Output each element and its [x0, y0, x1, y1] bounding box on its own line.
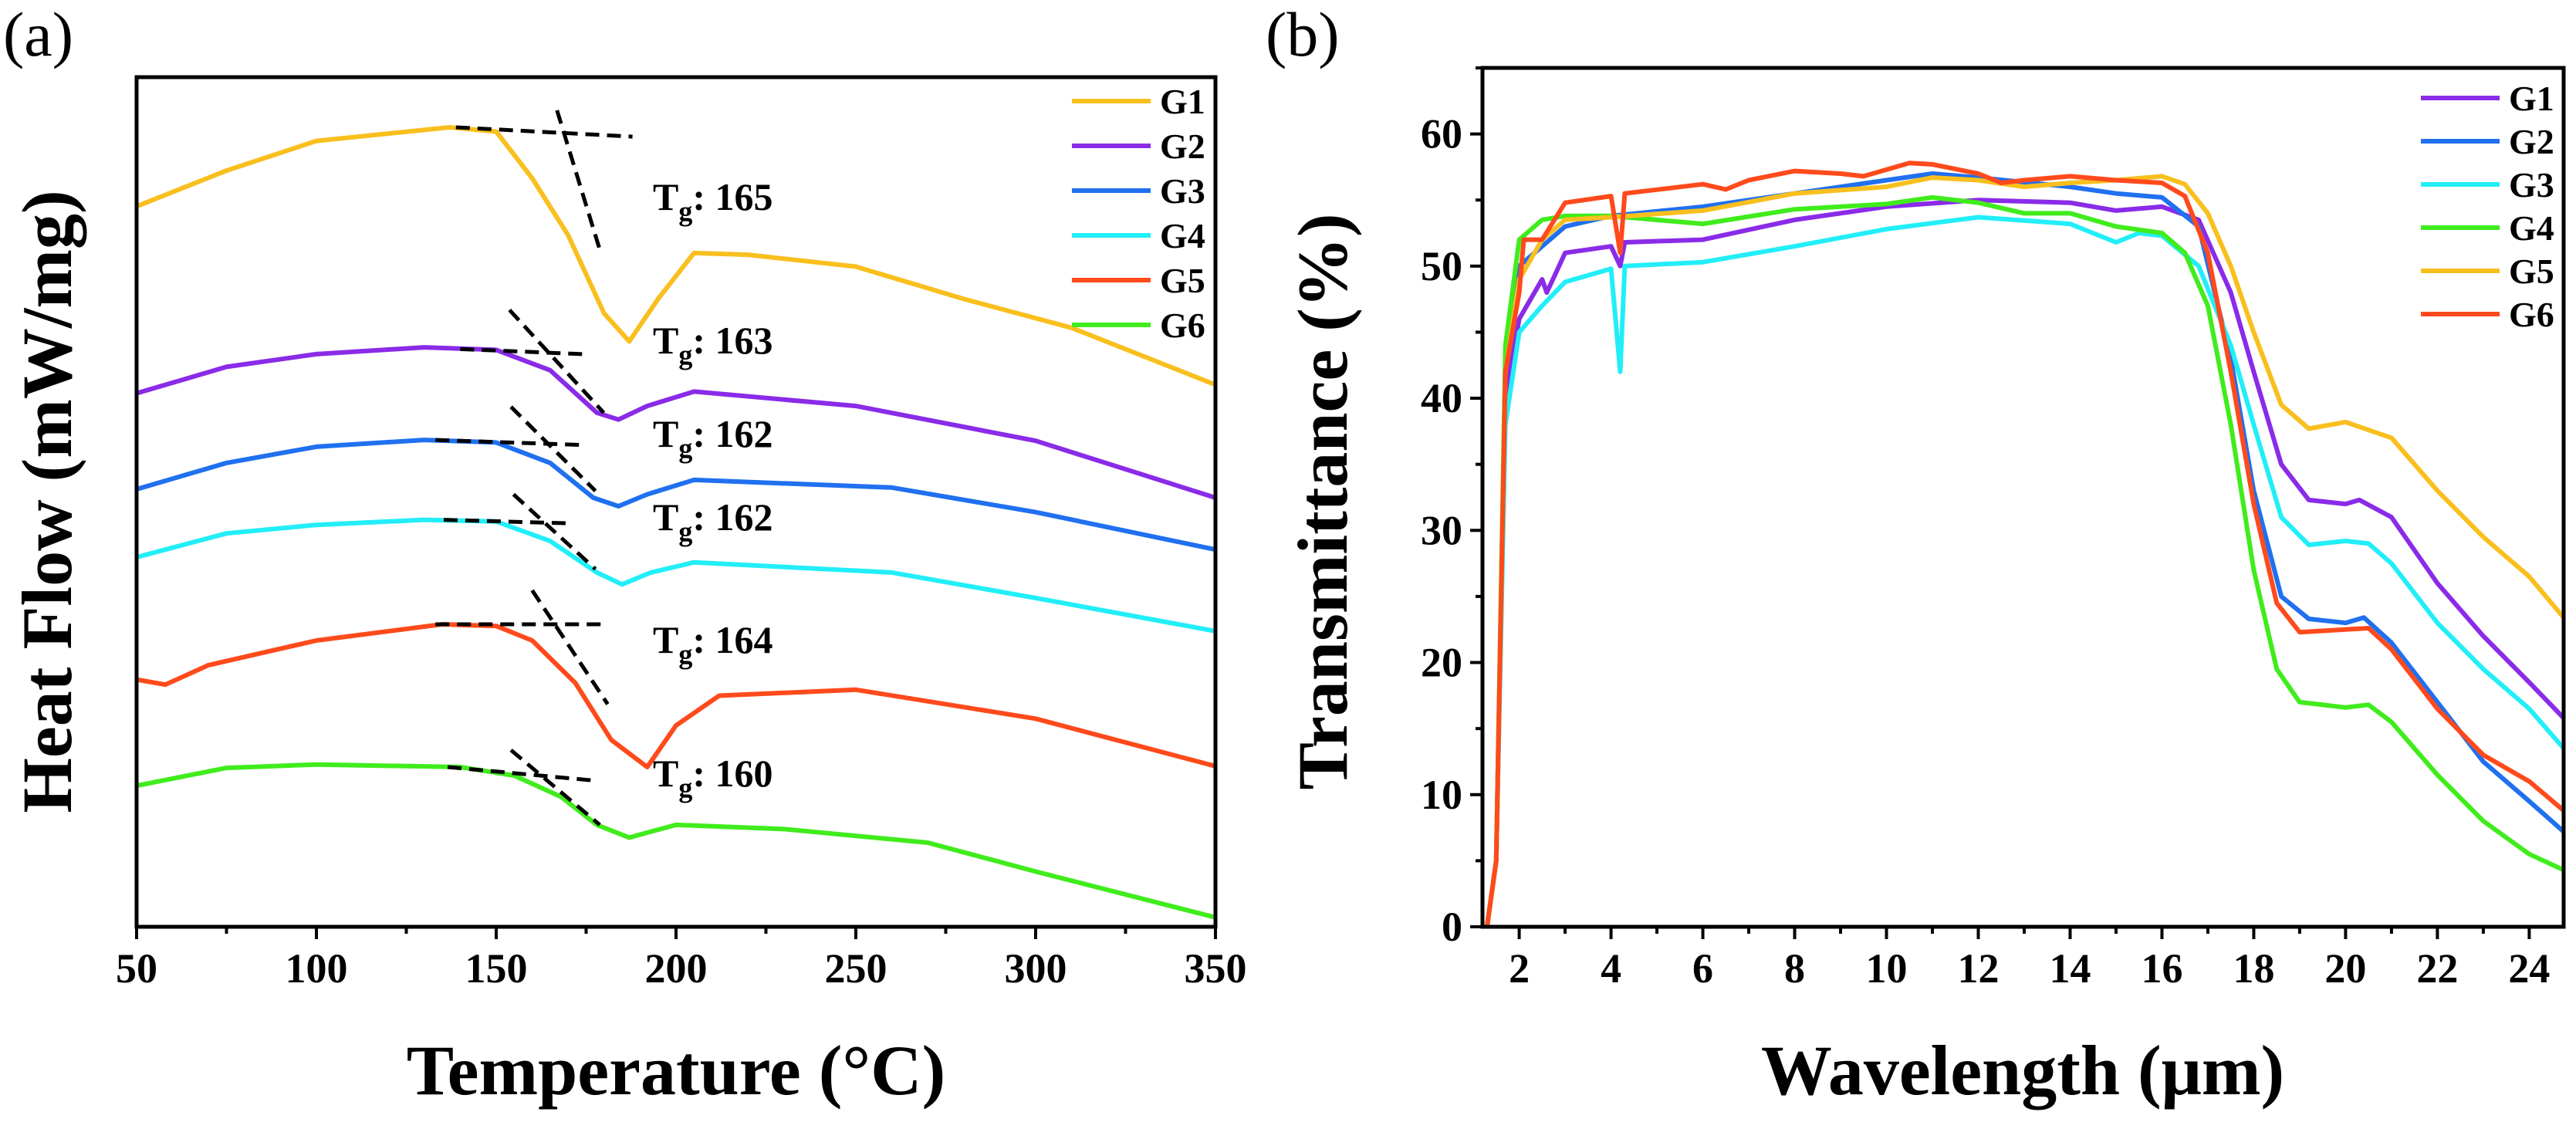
- panel-a-tg-label-g6: Tg: 160: [653, 752, 773, 803]
- panel-a-legend-label-g3: G3: [1160, 171, 1205, 211]
- panel-b-x-tick-label: 10: [1866, 945, 1908, 992]
- panel-b-plot: 2 4 6 8 10 12 14 16 18 20 22 240102030405060G1G2G3G…: [1421, 66, 2566, 992]
- panel-a-tangent-slope-g6: [509, 749, 601, 826]
- panel-a-tangent-baseline-g1: [455, 125, 633, 139]
- panel-b-x-tick-label: 20: [2324, 945, 2366, 992]
- panel-b-y-tick-label: 60: [1421, 111, 1462, 157]
- tg-symbol: T: [653, 495, 678, 539]
- panel-b-x-tick-label: 12: [1957, 945, 1999, 992]
- panel-a-tangent-baseline-g6: [447, 765, 596, 783]
- panel-b-label: (b): [1266, 0, 1340, 69]
- panel-b-x-tick-label: 6: [1692, 945, 1713, 992]
- panel-a-x-tick-label: 200: [645, 945, 708, 992]
- panel-a-x-tick-label: 50: [116, 945, 157, 992]
- tg-subscript: g: [678, 516, 692, 547]
- panel-a-tg-label-g5: Tg: 164: [653, 618, 773, 670]
- tg-value: : 164: [692, 618, 772, 661]
- tg-subscript: g: [678, 639, 692, 670]
- panel-a-legend-label-g2: G2: [1160, 127, 1205, 166]
- panel-b-series-g4-line: [1484, 194, 2564, 927]
- panel-a-tangent-slope-g2: [508, 308, 606, 414]
- tg-value: : 165: [692, 175, 772, 218]
- panel-a-series-g2-line: [137, 345, 1215, 500]
- panel-a-tg-label-g2: Tg: 163: [653, 319, 773, 370]
- panel-a-tg-label-g4: Tg: 162: [653, 495, 773, 547]
- panel-b-x-tick-label: 24: [2508, 945, 2550, 992]
- panel-a-x-tick-label: 250: [825, 945, 887, 992]
- panel-b-series-g2-line: [1484, 171, 2564, 927]
- panel-b-x-axis-title: Wavelength (μm): [1761, 1031, 2284, 1110]
- tg-symbol: T: [653, 175, 678, 218]
- panel-b-x-tick-label: 4: [1601, 945, 1621, 992]
- panel-b-x-tick-label: 18: [2233, 945, 2274, 992]
- panel-b-x-tick-label: 2: [1509, 945, 1530, 992]
- panel-b-x-tick-label: 22: [2416, 945, 2458, 992]
- panel-b-series-g6-line: [1484, 161, 2564, 927]
- panel-a-series-g3-line: [137, 438, 1215, 553]
- panel-b-x-tick-label: 8: [1784, 945, 1805, 992]
- panel-a-x-tick-label: 350: [1185, 945, 1247, 992]
- panel-b-series-g5-line: [1484, 174, 2564, 927]
- panel-a-tg-label-g3: Tg: 162: [653, 412, 773, 464]
- panel-a-series-g1-line: [137, 125, 1215, 387]
- tg-subscript: g: [678, 772, 692, 803]
- panel-a-label: (a): [3, 0, 73, 69]
- panel-a-y-axis-title: Heat Flow (mW/mg): [8, 190, 86, 813]
- panel-b-y-tick-label: 10: [1421, 772, 1462, 818]
- tg-value: : 162: [692, 495, 772, 539]
- panel-a-legend-label-g1: G1: [1160, 82, 1205, 121]
- tg-value: : 160: [692, 752, 772, 795]
- panel-b-y-tick-label: 30: [1421, 507, 1462, 553]
- panel-a-x-tick-label: 150: [465, 945, 528, 992]
- panel-a-x-axis-title: Temperature (°C): [407, 1031, 946, 1110]
- panel-b-axes-frame: [1480, 66, 2566, 929]
- panel-a-series-group: [137, 125, 1215, 920]
- panel-b-legend-label-g3: G3: [2509, 165, 2554, 204]
- panel-b-x-tick-label: 16: [2141, 945, 2182, 992]
- panel-a-tangent-baseline-g3: [435, 438, 586, 448]
- panel-b-y-tick-label: 50: [1421, 243, 1462, 289]
- panel-a-tangent-slope-g5: [530, 589, 610, 705]
- panel-b-legend-label-g6: G6: [2509, 295, 2554, 334]
- panel-b-x-tick-label: 14: [2049, 945, 2091, 992]
- panel-a-tangent-slope-g4: [512, 492, 597, 571]
- panel-b-legend-label-g1: G1: [2509, 79, 2554, 118]
- panel-a-series-g4-line: [137, 517, 1215, 634]
- panel-a-legend-label-g5: G5: [1160, 261, 1205, 300]
- panel-a-axes-frame: [134, 75, 1218, 929]
- tg-subscript: g: [678, 196, 692, 227]
- panel-a-x-tick-label: 100: [286, 945, 348, 992]
- panel-b-series-g1-line: [1484, 198, 2564, 927]
- panel-b-series-group: [1484, 161, 2564, 927]
- tg-symbol: T: [653, 412, 678, 455]
- panel-a-legend-label-g4: G4: [1160, 216, 1205, 255]
- panel-b-y-tick-label: 20: [1421, 640, 1462, 686]
- panel-b-y-tick-label: 0: [1442, 904, 1462, 950]
- tg-symbol: T: [653, 618, 678, 661]
- panel-a-legend-label-g6: G6: [1160, 306, 1205, 345]
- panel-a-tangent-slope-g3: [509, 405, 597, 492]
- tg-subscript: g: [678, 433, 692, 464]
- panel-b-legend-label-g4: G4: [2509, 208, 2554, 248]
- tg-value: : 163: [692, 319, 772, 362]
- tg-symbol: T: [653, 752, 678, 795]
- tg-symbol: T: [653, 319, 678, 362]
- panel-b-legend-label-g5: G5: [2509, 252, 2554, 291]
- panel-a-series-g5-line: [137, 622, 1215, 769]
- panel-b-series-g3-line: [1484, 215, 2564, 927]
- panel-b-y-tick-label: 40: [1421, 375, 1462, 421]
- panel-a-x-tick-label: 300: [1005, 945, 1067, 992]
- tg-subscript: g: [678, 340, 692, 370]
- panel-b-legend-label-g2: G2: [2509, 122, 2554, 161]
- panel-b-y-axis-title: Transmittance (%): [1283, 214, 1362, 790]
- panel-a-tangent-slope-g1: [555, 110, 602, 251]
- panel-a-tg-label-g1: Tg: 165: [653, 175, 773, 227]
- tg-value: : 162: [692, 412, 772, 455]
